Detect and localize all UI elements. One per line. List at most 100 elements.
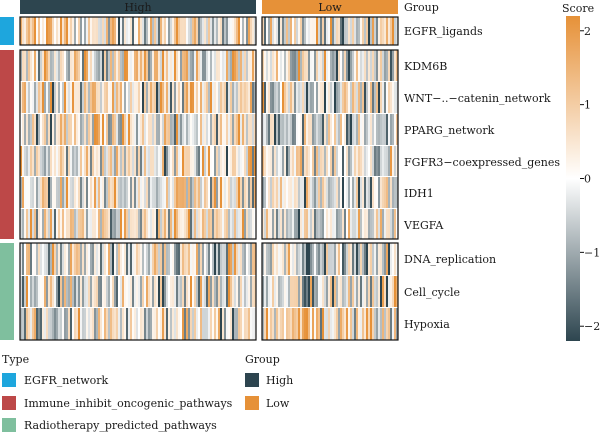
heatmap-cell bbox=[126, 146, 129, 176]
heatmap-cell bbox=[294, 276, 297, 307]
heatmap-cell bbox=[186, 82, 189, 113]
heatmap-cell bbox=[36, 17, 39, 45]
heatmap-cell bbox=[124, 82, 127, 113]
heatmap-cell bbox=[92, 209, 95, 239]
heatmap-cell bbox=[252, 114, 255, 145]
heatmap-cell bbox=[194, 82, 197, 113]
heatmap-cell bbox=[352, 17, 355, 45]
heatmap-cell bbox=[118, 243, 121, 275]
heatmap-cell bbox=[194, 276, 197, 307]
heatmap-cell bbox=[58, 114, 61, 145]
heatmap-cell bbox=[226, 17, 229, 45]
heatmap-cell bbox=[118, 209, 121, 239]
heatmap-cell bbox=[250, 243, 253, 275]
heatmap-cell bbox=[210, 243, 213, 275]
heatmap-cell bbox=[132, 114, 135, 145]
heatmap-cell bbox=[168, 114, 171, 145]
heatmap-cell bbox=[364, 146, 367, 176]
heatmap-cell bbox=[354, 17, 357, 45]
heatmap-cell bbox=[236, 276, 239, 307]
heatmap-cell bbox=[118, 114, 121, 145]
heatmap-cell bbox=[126, 177, 129, 208]
heatmap-cell bbox=[80, 243, 83, 275]
heatmap-cell bbox=[180, 114, 183, 145]
heatmap-cell bbox=[310, 17, 313, 45]
heatmap-cell bbox=[66, 82, 69, 113]
heatmap-cell bbox=[114, 82, 117, 113]
heatmap-cell bbox=[108, 177, 111, 208]
heatmap-cell bbox=[282, 146, 285, 176]
heatmap-cell bbox=[162, 146, 165, 176]
heatmap-cell bbox=[122, 146, 125, 176]
heatmap-cell bbox=[270, 177, 273, 208]
heatmap-cell bbox=[248, 82, 251, 113]
heatmap-cell bbox=[214, 243, 217, 275]
heatmap-cell bbox=[26, 308, 29, 340]
heatmap-cell bbox=[324, 146, 327, 176]
heatmap-cell bbox=[364, 114, 367, 145]
heatmap-cell bbox=[150, 276, 153, 307]
heatmap-cell bbox=[250, 209, 253, 239]
heatmap-cell bbox=[122, 50, 125, 81]
heatmap-cell bbox=[202, 177, 205, 208]
heatmap-cell bbox=[298, 243, 301, 275]
heatmap-cell bbox=[80, 276, 83, 307]
heatmap-cell bbox=[70, 243, 73, 275]
heatmap-cell bbox=[226, 177, 229, 208]
heatmap-cell bbox=[36, 308, 39, 340]
heatmap-cell bbox=[250, 50, 253, 81]
heatmap-cell bbox=[192, 114, 195, 145]
heatmap-cell bbox=[162, 276, 165, 307]
heatmap-cell bbox=[46, 50, 49, 81]
heatmap-cell bbox=[250, 276, 253, 307]
heatmap-cell bbox=[64, 50, 67, 81]
heatmap-cell bbox=[88, 17, 91, 45]
heatmap-cell bbox=[212, 114, 215, 145]
heatmap-cell bbox=[180, 209, 183, 239]
group-bar-low bbox=[262, 0, 398, 14]
heatmap-cell bbox=[94, 82, 97, 113]
heatmap-cell bbox=[54, 50, 57, 81]
heatmap-cell bbox=[48, 50, 51, 81]
heatmap-cell bbox=[154, 276, 157, 307]
heatmap-cell bbox=[174, 308, 177, 340]
heatmap-cell bbox=[26, 209, 29, 239]
heatmap-cell bbox=[58, 276, 61, 307]
heatmap-cell bbox=[378, 308, 381, 340]
heatmap-cell bbox=[272, 50, 275, 81]
heatmap-cell bbox=[26, 82, 29, 113]
heatmap-cell bbox=[344, 243, 347, 275]
heatmap-cell bbox=[272, 209, 275, 239]
heatmap-cell bbox=[268, 209, 271, 239]
heatmap-cell bbox=[196, 209, 199, 239]
heatmap-cell bbox=[310, 209, 313, 239]
heatmap-cell bbox=[392, 308, 395, 340]
heatmap-cell bbox=[36, 209, 39, 239]
heatmap-cell bbox=[292, 114, 295, 145]
heatmap-cell bbox=[270, 114, 273, 145]
heatmap-cell bbox=[266, 82, 269, 113]
heatmap-cell bbox=[156, 146, 159, 176]
heatmap-cell bbox=[98, 114, 101, 145]
heatmap-cell bbox=[384, 177, 387, 208]
heatmap-cell bbox=[294, 17, 297, 45]
heatmap-cell bbox=[22, 243, 25, 275]
heatmap-cell bbox=[80, 17, 83, 45]
heatmap-cell bbox=[114, 114, 117, 145]
heatmap-cell bbox=[192, 243, 195, 275]
heatmap-cell bbox=[308, 17, 311, 45]
heatmap-cell bbox=[30, 146, 33, 176]
heatmap-cell bbox=[130, 177, 133, 208]
heatmap-cell bbox=[210, 82, 213, 113]
heatmap-cell bbox=[142, 209, 145, 239]
row-label-vegfa: VEGFA bbox=[403, 219, 444, 232]
heatmap-cell bbox=[320, 82, 323, 113]
heatmap-cell bbox=[142, 243, 145, 275]
heatmap-cell bbox=[320, 209, 323, 239]
heatmap-cell bbox=[20, 82, 23, 113]
heatmap-cell bbox=[126, 50, 129, 81]
heatmap-cell bbox=[240, 209, 243, 239]
colorbar-tick-label: 1 bbox=[584, 99, 591, 112]
heatmap-cell bbox=[240, 82, 243, 113]
heatmap-cell bbox=[216, 177, 219, 208]
